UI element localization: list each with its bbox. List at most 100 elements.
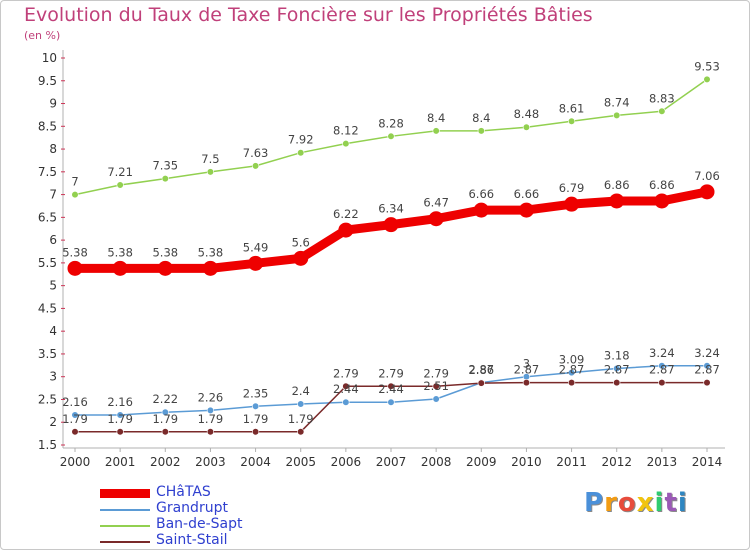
data-label-ban-de-sapt-2005: 7.92 — [288, 133, 314, 147]
data-label-grandrupt-2012: 3.18 — [604, 349, 630, 363]
y-tick-label-16: 9.5 — [38, 74, 57, 88]
data-label-saint-stail-2002: 1.79 — [152, 412, 178, 426]
x-tick-label-2009: 2009 — [466, 455, 497, 469]
data-label-grandrupt-2006: 2.44 — [333, 382, 359, 396]
point-saint-stail-2001 — [116, 428, 124, 436]
data-label-ch-tas-2006: 6.22 — [333, 207, 359, 221]
data-label-grandrupt-2001: 2.16 — [107, 395, 133, 409]
legend-swatch-chatas — [100, 489, 150, 498]
data-label-saint-stail-2000: 1.79 — [62, 412, 88, 426]
point-ban-de-sapt-2013 — [658, 107, 666, 115]
y-axis-ticks: 1.5 2 2.5 3 3.5 4 4.5 5 5.5 6 6.5 7 7.5 8 8.5 9 9.5 10 — [38, 51, 65, 452]
point-ban-de-sapt-2011 — [567, 117, 576, 125]
legend-label-chatas: CHâTAS — [156, 484, 211, 500]
data-label-grandrupt-2003: 2.26 — [198, 390, 224, 404]
data-label-ch-tas-2005: 5.6 — [292, 235, 310, 249]
point-ch-tas-2008 — [428, 211, 444, 227]
point-ch-tas-2004 — [248, 255, 264, 271]
point-grandrupt-2008 — [432, 395, 440, 403]
data-label-ch-tas-2002: 5.38 — [152, 245, 178, 259]
data-label-saint-stail-2001: 1.79 — [107, 412, 133, 426]
data-labels: 7 7.21 7.35 7.5 7.63 7.92 8.12 8.28 8.4 8.4 8.48 8.… — [62, 59, 720, 425]
data-label-ban-de-sapt-2001: 7.21 — [107, 165, 133, 179]
data-label-saint-stail-2011: 2.87 — [559, 363, 585, 377]
data-label-ban-de-sapt-2011: 8.61 — [559, 101, 585, 115]
data-label-saint-stail-2003: 1.79 — [198, 412, 224, 426]
point-ch-tas-2009 — [473, 202, 489, 218]
point-saint-stail-2011 — [567, 379, 576, 387]
data-label-ban-de-sapt-2007: 8.28 — [378, 116, 404, 130]
legend-swatch-saint-stail — [100, 541, 150, 543]
y-tick-label-2: 2.5 — [38, 392, 57, 406]
point-grandrupt-2000 — [71, 411, 79, 419]
point-saint-stail-2006 — [342, 382, 350, 390]
chart-title: Evolution du Taux de Taxe Foncière sur l… — [24, 4, 593, 26]
point-saint-stail-2003 — [206, 428, 215, 436]
data-label-grandrupt-2009: 2.87 — [468, 363, 494, 377]
point-saint-stail-2002 — [161, 428, 169, 436]
data-label-grandrupt-2002: 2.22 — [152, 392, 178, 406]
logo-letter-0: P — [584, 488, 605, 518]
point-ban-de-sapt-2000 — [71, 190, 79, 199]
point-saint-stail-2005 — [297, 428, 305, 436]
point-saint-stail-2012 — [613, 379, 621, 387]
legend-swatch-ban-de-sapt — [100, 525, 150, 527]
data-label-ban-de-sapt-2012: 8.74 — [604, 95, 630, 109]
point-saint-stail-2000 — [71, 428, 79, 436]
data-label-grandrupt-2007: 2.44 — [378, 382, 404, 396]
data-label-saint-stail-2009: 2.86 — [468, 363, 494, 377]
point-ban-de-sapt-2007 — [387, 132, 395, 140]
data-label-grandrupt-2008: 2.51 — [423, 379, 449, 393]
y-tick-label-5: 4 — [49, 324, 57, 338]
data-label-grandrupt-2004: 2.35 — [243, 386, 269, 400]
data-label-saint-stail-2013: 2.87 — [649, 363, 675, 377]
x-tick-label-2007: 2007 — [376, 455, 407, 469]
data-label-grandrupt-2013: 3.24 — [649, 346, 675, 360]
point-grandrupt-2004 — [251, 402, 260, 410]
y-tick-label-8: 5.5 — [38, 256, 57, 270]
point-grandrupt-2013 — [658, 362, 666, 370]
point-ban-de-sapt-2012 — [613, 111, 621, 119]
data-label-ban-de-sapt-2003: 7.5 — [201, 152, 219, 166]
point-saint-stail-2014 — [703, 379, 711, 387]
point-grandrupt-2007 — [387, 398, 395, 406]
y-tick-label-11: 7 — [49, 188, 57, 202]
point-grandrupt-2003 — [206, 406, 215, 414]
x-tick-label-2011: 2011 — [556, 455, 587, 469]
data-label-ch-tas-2003: 5.38 — [198, 245, 224, 259]
point-ban-de-sapt-2004 — [251, 162, 260, 170]
y-tick-label-7: 5 — [49, 279, 57, 293]
data-label-ch-tas-2009: 6.66 — [468, 187, 494, 201]
point-ch-tas-2012 — [609, 193, 625, 209]
point-grandrupt-2005 — [297, 400, 305, 408]
y-tick-label-14: 8.5 — [38, 119, 57, 133]
point-ban-de-sapt-2005 — [297, 149, 305, 157]
data-label-ch-tas-2013: 6.86 — [649, 178, 675, 192]
legend-label-grandrupt: Grandrupt — [156, 500, 228, 516]
point-saint-stail-2009 — [477, 379, 485, 387]
y-tick-label-0: 1.5 — [38, 438, 57, 452]
legend-label-saint-stail: Saint-Stail — [156, 532, 228, 548]
x-tick-label-2001: 2001 — [105, 455, 136, 469]
point-ch-tas-2001 — [112, 260, 128, 276]
x-tick-label-2000: 2000 — [60, 455, 91, 469]
point-ch-tas-2003 — [202, 260, 218, 276]
y-tick-label-9: 6 — [49, 233, 57, 247]
y-tick-label-1: 2 — [49, 415, 57, 429]
data-label-saint-stail-2010: 2.87 — [514, 363, 540, 377]
logo-letter-1: r — [604, 488, 618, 518]
point-saint-stail-2004 — [251, 428, 260, 436]
point-grandrupt-2012 — [613, 364, 621, 373]
point-ban-de-sapt-2003 — [206, 168, 215, 176]
point-ch-tas-2005 — [293, 250, 309, 266]
point-saint-stail-2013 — [658, 379, 666, 387]
x-tick-label-2010: 2010 — [511, 455, 542, 469]
data-label-grandrupt-2014: 3.24 — [694, 346, 720, 360]
data-label-grandrupt-2000: 2.16 — [62, 395, 88, 409]
point-ch-tas-2007 — [383, 217, 399, 233]
x-tick-label-2013: 2013 — [647, 455, 678, 469]
logo-letter-4: i — [654, 488, 665, 518]
y-tick-label-10: 6.5 — [38, 210, 57, 224]
